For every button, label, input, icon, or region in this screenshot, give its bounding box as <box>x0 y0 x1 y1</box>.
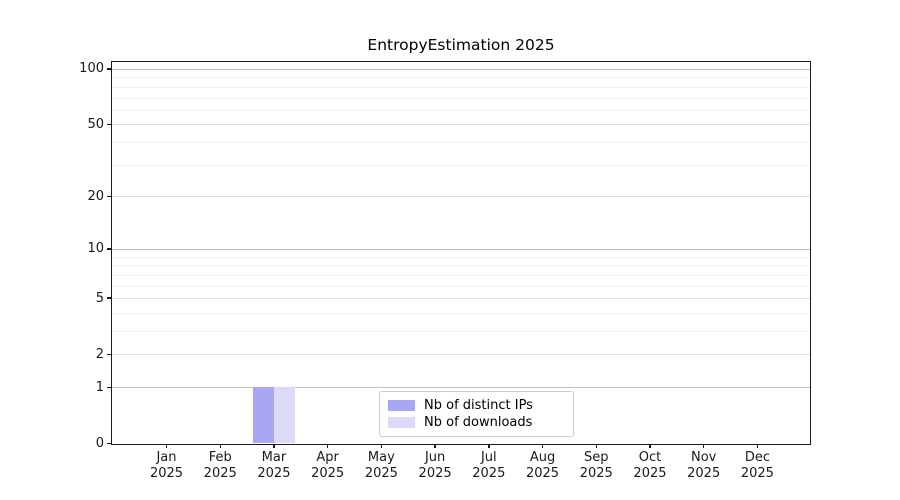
x-tick-jul <box>488 443 490 448</box>
x-tick-year: 2025 <box>203 465 237 481</box>
x-tick-year: 2025 <box>364 465 398 481</box>
y-tick-0 <box>106 442 111 445</box>
legend-label-downloads: Nb of downloads <box>424 415 533 431</box>
x-tick-month: Jan <box>156 450 177 465</box>
x-tick-year: 2025 <box>687 465 721 481</box>
x-tick-month: Nov <box>691 450 717 465</box>
bar-nb-of-downloads-mar <box>273 387 295 444</box>
x-tick-jun <box>434 443 436 448</box>
y-tick-label-10: 10 <box>87 241 104 257</box>
x-tick-label-dec: Dec 2025 <box>725 450 789 481</box>
x-tick-year: 2025 <box>633 465 667 481</box>
y-tick-10 <box>106 248 111 250</box>
gridline-1 <box>112 387 810 389</box>
y-tick-label-50: 50 <box>87 116 104 132</box>
x-tick-month: Jul <box>480 450 497 465</box>
y-tick-50 <box>106 123 111 126</box>
x-tick-label-jun: Jun 2025 <box>403 450 467 481</box>
x-tick-year: 2025 <box>740 465 774 481</box>
x-tick-dec <box>756 443 759 448</box>
gridline-minor <box>112 109 810 111</box>
y-tick-label-0: 0 <box>95 436 104 451</box>
gridline-10 <box>112 248 810 250</box>
x-tick-label-may: May 2025 <box>349 450 413 481</box>
x-tick-sep <box>595 443 597 448</box>
gridline-minor <box>112 274 810 276</box>
y-tick-20 <box>106 195 111 198</box>
x-tick-year: 2025 <box>525 465 560 481</box>
x-tick-year: 2025 <box>257 465 291 481</box>
x-tick-aug <box>541 443 544 448</box>
y-tick-label-100: 100 <box>79 61 104 77</box>
x-tick-year: 2025 <box>311 465 345 481</box>
x-tick-month: Oct <box>638 450 662 465</box>
y-tick-label-20: 20 <box>87 188 104 204</box>
x-tick-month: Mar <box>261 450 287 465</box>
legend-item-downloads: Nb of downloads <box>388 415 565 430</box>
x-tick-month: Feb <box>208 450 232 465</box>
x-tick-month: Jun <box>424 450 446 465</box>
gridline-100 <box>112 68 810 70</box>
x-tick-month: Sep <box>583 450 609 465</box>
x-tick-oct <box>649 443 651 448</box>
x-tick-label-jul: Jul 2025 <box>457 450 521 481</box>
legend-item-distinct-ips: Nb of distinct IPs <box>388 398 565 413</box>
x-tick-month: Aug <box>529 450 556 465</box>
gridline-2 <box>112 354 810 356</box>
gridline-minor <box>112 312 810 314</box>
chart-title: EntropyEstimation 2025 <box>367 36 555 54</box>
gridline-5 <box>112 298 810 300</box>
gridline-minor <box>112 86 810 88</box>
y-tick-100 <box>106 68 111 70</box>
y-tick-label-5: 5 <box>95 290 104 306</box>
x-tick-year: 2025 <box>579 465 613 481</box>
gridline-minor <box>112 142 810 144</box>
x-tick-apr <box>326 443 329 448</box>
x-tick-label-nov: Nov 2025 <box>672 450 736 481</box>
y-tick-2 <box>106 353 111 356</box>
x-tick-label-aug: Aug 2025 <box>511 450 575 481</box>
x-tick-label-feb: Feb 2025 <box>188 450 252 481</box>
gridline-minor <box>112 265 810 267</box>
x-tick-year: 2025 <box>149 465 184 481</box>
x-tick-month: Dec <box>744 450 770 465</box>
x-tick-label-sep: Sep 2025 <box>564 450 628 481</box>
x-tick-month: Apr <box>316 450 339 465</box>
y-tick-5 <box>106 297 111 299</box>
x-tick-nov <box>703 443 705 448</box>
x-tick-label-oct: Oct 2025 <box>618 450 682 481</box>
bar-nb-of-distinct-ips-mar <box>252 387 274 444</box>
legend-swatch-downloads <box>388 417 415 429</box>
x-tick-mar <box>273 443 275 448</box>
gridline-minor <box>112 285 810 287</box>
x-tick-label-apr: Apr 2025 <box>296 450 360 481</box>
y-tick-label-2: 2 <box>95 346 104 362</box>
gridline-minor <box>112 164 810 166</box>
gridline-minor <box>112 97 810 99</box>
gridline-50 <box>112 124 810 126</box>
x-tick-may <box>380 443 383 448</box>
legend-swatch-distinct-ips <box>388 399 415 411</box>
gridline-20 <box>112 196 810 198</box>
y-tick-1 <box>106 386 111 388</box>
x-tick-year: 2025 <box>472 465 506 481</box>
gridline-minor <box>112 330 810 332</box>
legend-label-distinct-ips: Nb of distinct IPs <box>424 397 533 413</box>
y-tick-label-1: 1 <box>95 379 104 395</box>
x-tick-feb <box>219 443 221 448</box>
gridline-minor <box>112 256 810 258</box>
legend: Nb of distinct IPs Nb of downloads <box>379 391 574 437</box>
x-tick-year: 2025 <box>418 465 452 481</box>
gridline-minor <box>112 77 810 79</box>
x-tick-month: May <box>367 450 395 465</box>
x-tick-label-mar: Mar 2025 <box>242 450 306 481</box>
x-tick-label-jan: Jan 2025 <box>135 450 199 481</box>
x-tick-jan <box>165 443 168 448</box>
